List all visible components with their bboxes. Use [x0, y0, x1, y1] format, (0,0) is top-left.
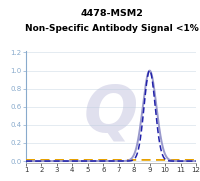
Text: Non-Specific Antibody Signal <1%: Non-Specific Antibody Signal <1% [25, 24, 199, 33]
Text: 4478-MSM2: 4478-MSM2 [81, 9, 143, 18]
Text: Q: Q [84, 83, 138, 144]
